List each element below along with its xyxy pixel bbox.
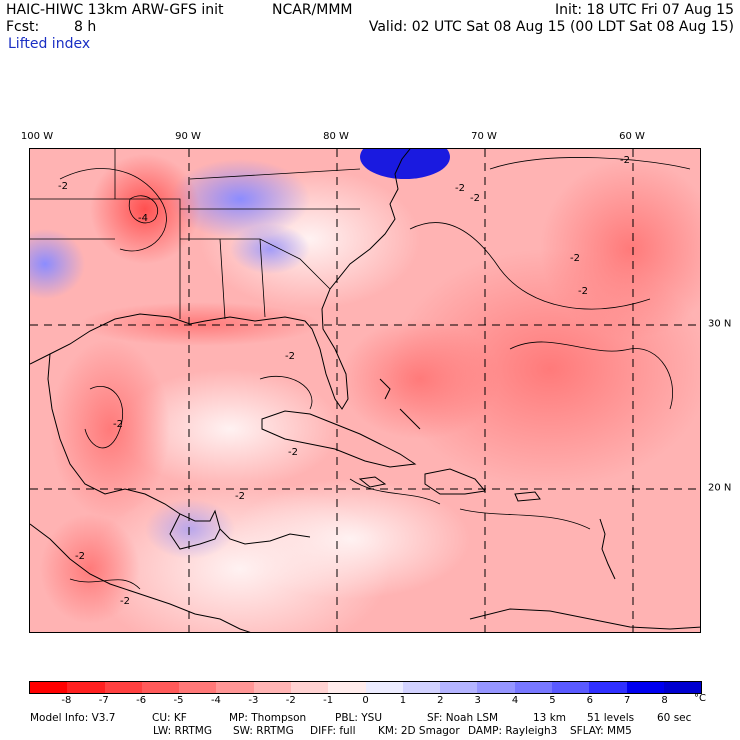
positive-area-georgia [230,224,310,274]
colorbar-tick-label: 3 [474,695,481,706]
colorbar-cell [104,682,142,693]
contour-label: -2 [288,447,298,458]
colorbar-cell [179,682,217,693]
footer-model-info: Model Info: V3.7 [30,712,116,724]
colorbar-cell [663,682,702,693]
negative-area-southern-mexico [40,514,140,624]
colorbar-tick-label: -7 [98,695,109,706]
colorbar-tick-label: -2 [285,695,296,706]
colorbar-tick-label: 7 [624,695,631,706]
footer-lw: LW: RRTMG [153,725,212,737]
lat-label-20n: 20 N [708,482,732,494]
negative-area-arkansas [90,154,200,264]
valid-time: Valid: 02 UTC Sat 08 Aug 15 (00 LDT Sat … [368,19,734,35]
colorbar [29,681,702,694]
contour-label: -2 [120,596,130,607]
contour-label: -2 [113,419,123,430]
footer-timestep: 60 sec [657,712,692,724]
colorbar-cell [30,682,68,693]
contour-label: -2 [58,181,68,192]
coastlines [30,149,700,632]
footer-resolution: 13 km [533,712,567,724]
footer-sflay: SFLAY: MM5 [570,725,632,737]
colorbar-cell [514,682,552,693]
state-borders [30,149,361,320]
colorbar-cell [402,682,441,693]
footer-km: KM: 2D Smagor [378,725,460,737]
colorbar-tick-label: -1 [323,695,334,706]
colorbar-cell [551,682,590,693]
negative-area-north-atlantic [540,159,700,339]
footer-sf: SF: Noah LSM [427,712,499,724]
contour-label: -2 [285,351,295,362]
lon-label-80w: 80 W [323,131,349,142]
colorbar-cell [290,682,329,693]
footer-sw: SW: RRTMG [233,725,294,737]
lon-label-90w: 90 W [175,131,201,142]
colorbar-tick-label: 1 [399,695,407,706]
colorbar-cell [328,682,366,693]
contour-label: -4 [138,213,148,224]
colorbar-unit: °C [694,693,706,704]
lifted-index-map: -2 -4 -2 -2 -2 -2 -2 -2 -2 -2 -2 -2 -2 [29,148,701,633]
contour-label-group: -2 -4 -2 -2 -2 -2 -2 -2 -2 -2 -2 -2 -2 [58,155,630,607]
contour-label: -2 [235,491,245,502]
colorbar-cell [626,682,664,693]
colorbar-tick-label: -3 [248,695,259,706]
lon-label-70w: 70 W [471,131,497,142]
contour-label: -2 [620,155,630,166]
colorbar-cell [141,682,180,693]
footer-levels: 51 levels [587,712,635,724]
colorbar-cell [67,682,105,693]
contour-lines [59,157,691,590]
organization: NCAR/MMM [272,2,353,18]
colorbar-tick-label: -6 [136,695,147,706]
colorbar-tick-label: 2 [437,695,444,706]
colorbar-tick-label: 5 [549,695,556,706]
footer-diff: DIFF: full [310,725,356,737]
colorbar-tick-label: 8 [661,695,668,706]
colorbar-tick-label: 6 [586,695,594,706]
footer-damp: DAMP: Rayleigh3 [468,725,558,737]
positive-area-northeast [360,149,450,179]
colorbar-tick-label: -5 [173,695,184,706]
colorbar-tick-label: 0 [362,695,369,706]
contour-label: -2 [470,193,480,204]
contour-label: -2 [75,551,85,562]
colorbar-cell [365,682,403,693]
negative-band-gulf-coast [80,302,320,346]
colorbar-cell [589,682,627,693]
contour-label: -2 [570,253,580,264]
positive-area-yucatan [145,499,235,559]
colorbar-tick-label: -4 [210,695,221,706]
init-time: Init: 18 UTC Fri 07 Aug 15 [554,2,734,18]
contour-label: -2 [578,286,588,297]
lat-label-30n: 30 N [708,318,732,330]
positive-area-texas [30,229,85,299]
colorbar-cell [216,682,254,693]
model-title: HAIC-HIWC 13km ARW-GFS init [6,2,224,18]
negative-area-mexico-gulf [50,339,170,519]
colorbar-cell [440,682,478,693]
colorbar-cell [253,682,291,693]
lon-label-60w: 60 W [619,131,645,142]
negative-area-bahamas [340,319,500,439]
colorbar-cell [477,682,515,693]
contour-label: -2 [455,183,465,194]
pale-area-caribbean [230,479,470,599]
footer-pbl: PBL: YSU [335,712,383,724]
positive-area-appalachian [170,159,310,239]
footer-cu: CU: KF [152,712,187,724]
map-canvas: -2 -4 -2 -2 -2 -2 -2 -2 -2 -2 -2 -2 -2 [30,149,700,632]
graticule [30,149,700,632]
colorbar-tick-label: -8 [61,695,72,706]
field-name: Lifted index [8,36,91,52]
footer-mp: MP: Thompson [229,712,307,724]
forecast-hour: 8 h [74,19,97,35]
forecast-label: Fcst: [6,19,40,35]
pale-area-gulf [120,369,340,489]
colorbar-tick-label: 4 [511,695,519,706]
lon-label-100w: 100 W [20,131,54,142]
